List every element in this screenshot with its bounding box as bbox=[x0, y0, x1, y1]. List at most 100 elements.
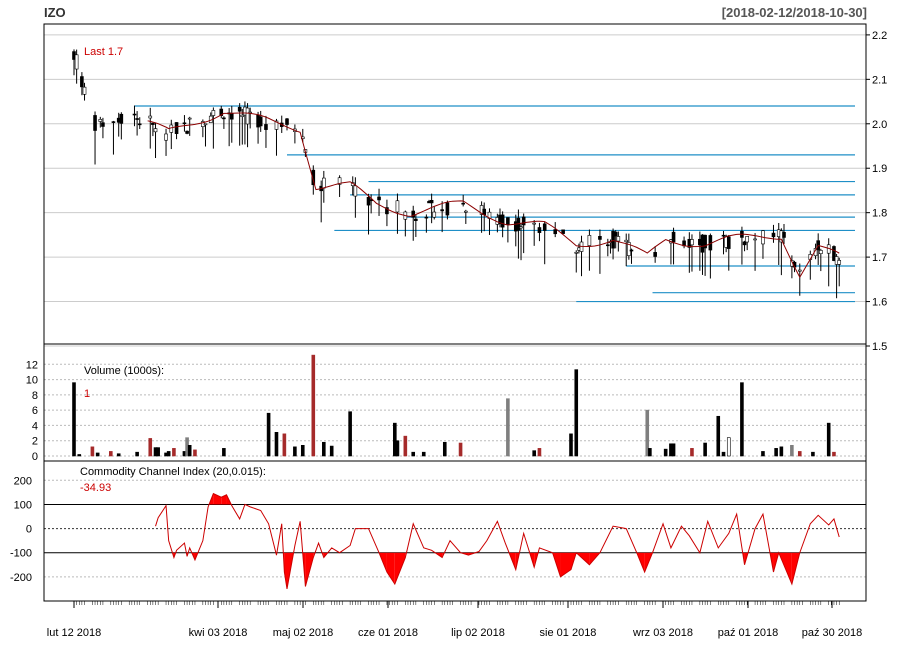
volume-bar bbox=[396, 441, 399, 456]
candle-body bbox=[425, 217, 428, 218]
candle-body bbox=[727, 237, 730, 249]
candle-body bbox=[138, 124, 141, 125]
price-tick-label: 2.2 bbox=[872, 30, 887, 42]
volume-bar bbox=[780, 447, 783, 456]
candle-body bbox=[630, 250, 633, 251]
candle-body bbox=[165, 134, 168, 140]
candle-body bbox=[575, 252, 578, 253]
volume-title: Volume (1000s): bbox=[84, 365, 164, 377]
volume-bar bbox=[78, 454, 81, 456]
candle-body bbox=[819, 250, 822, 253]
volume-bar bbox=[157, 448, 160, 456]
candle-body bbox=[446, 203, 449, 215]
volume-tick-label: 2 bbox=[32, 436, 38, 448]
panel-frames bbox=[44, 24, 870, 608]
price-tick-label: 1.6 bbox=[872, 297, 887, 309]
volume-last-value: 1 bbox=[84, 388, 90, 400]
volume-bar bbox=[570, 434, 573, 456]
candle-body bbox=[151, 123, 154, 125]
volume-bar bbox=[283, 434, 286, 456]
candle-body bbox=[625, 240, 628, 242]
candle-body bbox=[186, 131, 189, 133]
cci-fill-area bbox=[387, 553, 395, 584]
candle-body bbox=[136, 119, 139, 120]
candle-body bbox=[754, 239, 757, 240]
candle-body bbox=[230, 114, 233, 119]
volume-bar bbox=[704, 443, 707, 456]
candle-body bbox=[154, 129, 157, 132]
volume-bar bbox=[330, 446, 333, 456]
volume-bar bbox=[412, 452, 415, 456]
candle-body bbox=[501, 215, 504, 227]
candle-body bbox=[149, 116, 152, 118]
cci-title: Commodity Channel Index (20,0.015): bbox=[80, 466, 266, 478]
candle-body bbox=[238, 107, 241, 111]
candle-body bbox=[83, 87, 86, 94]
volume-bar bbox=[672, 444, 675, 456]
volume-bar bbox=[96, 453, 99, 456]
candle-body bbox=[598, 236, 601, 239]
candle-body bbox=[798, 270, 801, 271]
candle-body bbox=[690, 239, 693, 244]
volume-tick-label: 8 bbox=[32, 390, 38, 402]
candle-body bbox=[212, 110, 215, 115]
volume-bar bbox=[811, 452, 814, 456]
candle-body bbox=[99, 119, 102, 121]
volume-bar bbox=[293, 447, 296, 456]
candle-body bbox=[522, 217, 525, 225]
volume-bar bbox=[149, 438, 152, 456]
candle-body bbox=[462, 203, 465, 204]
candle-body bbox=[606, 245, 609, 246]
volume-bar bbox=[790, 445, 793, 456]
volume-bar bbox=[109, 451, 112, 456]
volume-bar bbox=[722, 452, 725, 456]
candle-body bbox=[554, 230, 557, 234]
candle-body bbox=[562, 230, 565, 234]
volume-bar bbox=[349, 412, 352, 456]
volume-bar bbox=[761, 451, 764, 456]
cci-line bbox=[156, 494, 840, 589]
last-price-label: Last 1.7 bbox=[84, 46, 123, 58]
candle-body bbox=[543, 224, 546, 231]
volume-bar bbox=[222, 448, 225, 456]
volume-bar bbox=[404, 436, 407, 456]
panel-frame bbox=[44, 461, 866, 601]
candle-body bbox=[322, 178, 325, 188]
candle-body bbox=[520, 227, 523, 228]
volume-bar bbox=[459, 443, 462, 456]
candle-body bbox=[614, 232, 617, 236]
x-tick-label: wrz 03 2018 bbox=[632, 627, 693, 639]
volume-tick-label: 6 bbox=[32, 405, 38, 417]
volume-bar bbox=[727, 438, 730, 456]
candle-body bbox=[617, 236, 620, 241]
volume-tick-label: 10 bbox=[26, 375, 38, 387]
axis-labels: 2.22.12.01.91.81.71.61.51210864202001000… bbox=[10, 30, 887, 639]
candle-body bbox=[175, 122, 178, 133]
candle-body bbox=[94, 115, 97, 130]
price-tick-label: 1.5 bbox=[872, 341, 887, 353]
volume-bar bbox=[301, 445, 304, 456]
candle-body bbox=[396, 201, 399, 212]
x-tick-label: cze 01 2018 bbox=[358, 627, 418, 639]
volume-bar bbox=[740, 383, 743, 456]
candle-body bbox=[170, 125, 173, 132]
volume-bar bbox=[422, 452, 425, 456]
cci-tick-label: -100 bbox=[10, 548, 32, 560]
candle-body bbox=[133, 114, 136, 115]
volume-tick-label: 4 bbox=[32, 420, 38, 432]
volume-bar bbox=[91, 447, 94, 456]
price-tick-label: 2.1 bbox=[872, 74, 887, 86]
candle-body bbox=[772, 233, 775, 237]
volume-bar bbox=[322, 442, 325, 456]
volume-bar bbox=[664, 449, 667, 456]
price-tick-label: 1.8 bbox=[872, 208, 887, 220]
candle-body bbox=[533, 223, 536, 224]
volume-bar bbox=[717, 416, 720, 456]
candle-body bbox=[464, 211, 467, 212]
candle-body bbox=[588, 235, 591, 245]
volume-bar bbox=[827, 423, 830, 456]
volume-bar bbox=[275, 432, 278, 456]
volume-bar bbox=[775, 448, 778, 456]
candle-body bbox=[75, 55, 78, 69]
candle-body bbox=[746, 236, 749, 242]
